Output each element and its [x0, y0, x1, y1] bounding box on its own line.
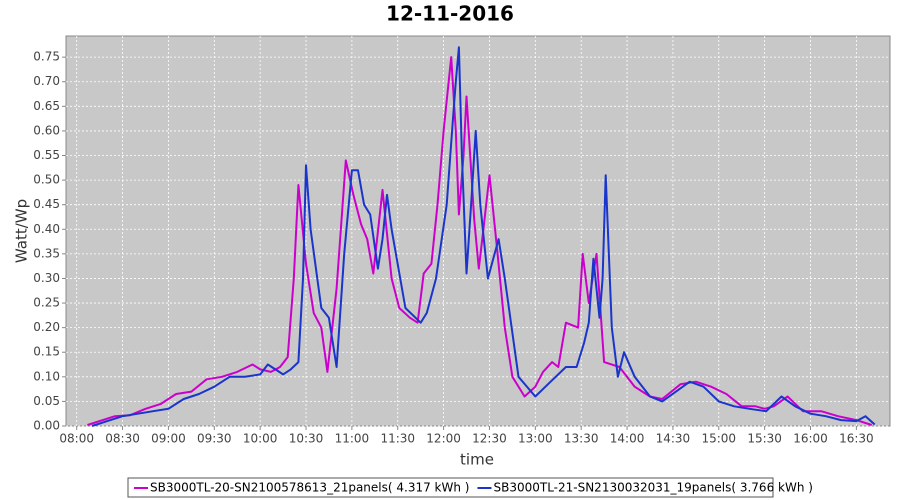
y-tick-label: 0.70	[33, 74, 60, 88]
y-tick-label: 0.25	[33, 296, 60, 310]
x-tick-label: 14:00	[610, 432, 645, 446]
x-tick-label: 12:00	[426, 432, 461, 446]
legend-label: SB3000TL-20-SN2100578613_21panels( 4.317…	[150, 481, 469, 495]
y-tick-label: 0.60	[33, 123, 60, 137]
x-tick-label: 16:30	[839, 432, 874, 446]
x-tick-label: 16:00	[793, 432, 828, 446]
x-tick-label: 12:30	[472, 432, 507, 446]
x-tick-label: 11:30	[380, 432, 415, 446]
y-tick-label: 0.35	[33, 246, 60, 260]
y-axis-label: Watt/Wp	[13, 199, 31, 263]
x-tick-label: 14:30	[656, 432, 691, 446]
y-tick-label: 0.75	[33, 50, 60, 64]
y-tick-label: 0.65	[33, 99, 60, 113]
chart-title: 12-11-2016	[386, 2, 514, 26]
x-tick-label: 09:00	[151, 432, 186, 446]
x-tick-label: 13:30	[564, 432, 599, 446]
y-tick-label: 0.50	[33, 173, 60, 187]
x-tick-label: 15:30	[747, 432, 782, 446]
y-tick-label: 0.55	[33, 148, 60, 162]
x-axis-label: time	[460, 451, 494, 469]
x-tick-label: 09:30	[197, 432, 232, 446]
x-tick-label: 10:30	[289, 432, 324, 446]
x-tick-label: 15:00	[701, 432, 736, 446]
y-tick-label: 0.20	[33, 320, 60, 334]
plot-area	[65, 35, 891, 427]
series-line	[87, 56, 873, 426]
y-tick-label: 0.05	[33, 394, 60, 408]
x-tick-label: 13:00	[518, 432, 553, 446]
series-line	[91, 46, 876, 427]
y-tick-label: 0.15	[33, 345, 60, 359]
legend-label: SB3000TL-21-SN2130032031_19panels( 3.766…	[493, 481, 812, 495]
x-tick-label: 10:00	[243, 432, 278, 446]
legend	[127, 477, 774, 498]
y-tick-label: 0.00	[33, 419, 60, 433]
x-tick-label: 11:00	[335, 432, 370, 446]
x-tick-label: 08:30	[105, 432, 140, 446]
y-tick-label: 0.10	[33, 369, 60, 383]
y-tick-label: 0.30	[33, 271, 60, 285]
x-tick-label: 08:00	[59, 432, 94, 446]
y-tick-label: 0.45	[33, 197, 60, 211]
y-tick-label: 0.40	[33, 222, 60, 236]
